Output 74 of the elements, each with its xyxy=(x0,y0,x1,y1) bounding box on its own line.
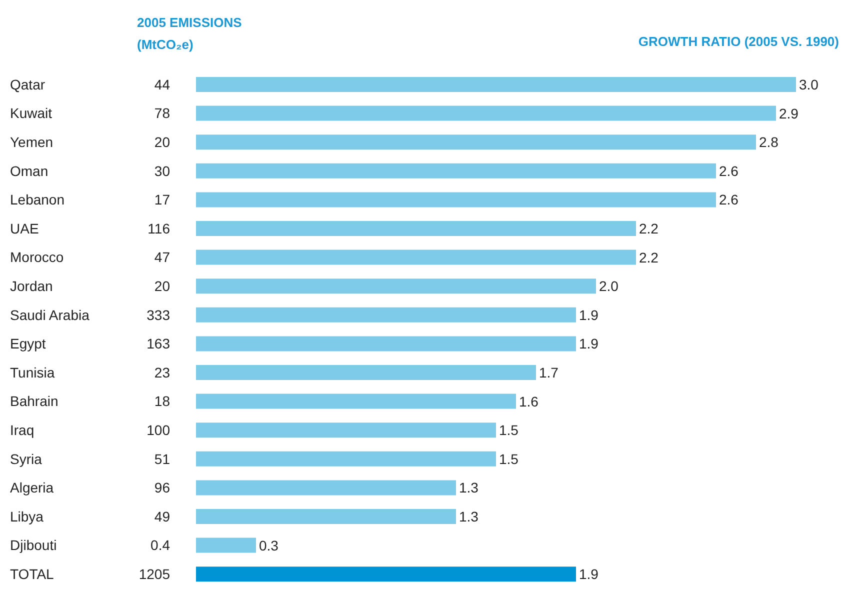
data-label: 47 xyxy=(154,249,170,266)
data-label: 100 xyxy=(146,422,170,438)
bar xyxy=(196,134,756,150)
bar xyxy=(196,106,776,121)
bar xyxy=(196,480,456,496)
data-label: 1.9 xyxy=(579,566,599,582)
y-tick-label: Kuwait xyxy=(10,105,52,122)
data-label: 0.4 xyxy=(150,537,170,554)
y-tick-label: TOTAL xyxy=(10,566,54,582)
data-label: 333 xyxy=(146,306,170,323)
data-label: 96 xyxy=(154,480,170,496)
bar xyxy=(196,307,576,322)
data-label: 1.3 xyxy=(459,508,479,524)
bar xyxy=(196,336,576,352)
y-tick-label: Oman xyxy=(10,162,48,179)
bar xyxy=(196,365,536,380)
y-tick-label: Libya xyxy=(10,508,44,524)
data-label: 2.6 xyxy=(719,192,739,208)
chart-title: GROWTH RATIO (2005 VS. 1990) xyxy=(638,34,839,49)
data-label: 1.7 xyxy=(539,364,559,380)
data-label: 20 xyxy=(154,134,170,150)
data-label: 2.2 xyxy=(639,249,659,266)
data-label: 20 xyxy=(154,278,170,294)
y-tick-label: Morocco xyxy=(10,249,64,266)
y-tick-label: Yemen xyxy=(10,134,54,150)
bar xyxy=(196,509,456,524)
y-tick-label: Lebanon xyxy=(10,192,65,208)
y-tick-label: Tunisia xyxy=(10,364,55,380)
data-label: 44 xyxy=(154,76,170,92)
bar xyxy=(196,77,796,92)
data-label: 1.6 xyxy=(519,393,539,410)
y-tick-label: Djibouti xyxy=(10,537,57,554)
data-label: 78 xyxy=(154,105,170,122)
data-label: 116 xyxy=(148,220,170,236)
data-label: 2.6 xyxy=(719,162,739,179)
data-label: 51 xyxy=(154,450,170,467)
y-tick-label: Egypt xyxy=(10,336,46,352)
data-label: 1205 xyxy=(138,566,170,582)
y-tick-label: Syria xyxy=(10,450,42,467)
bar xyxy=(196,451,496,466)
data-label: 2.9 xyxy=(779,105,799,122)
data-label: 2.0 xyxy=(599,278,619,294)
bar xyxy=(196,163,716,178)
y-tick-label: Jordan xyxy=(10,278,53,294)
data-label: 1.9 xyxy=(579,336,599,352)
y-tick-label: Saudi Arabia xyxy=(10,306,90,323)
data-label: 17 xyxy=(154,192,170,208)
data-label: 163 xyxy=(146,336,170,352)
data-label: 23 xyxy=(154,364,170,380)
y-tick-label: Iraq xyxy=(10,422,34,438)
data-label: 1.3 xyxy=(459,480,479,496)
data-label: 30 xyxy=(154,162,170,179)
bar xyxy=(196,566,576,582)
y-tick-label: UAE xyxy=(10,220,39,236)
data-label: 1.5 xyxy=(499,450,519,467)
data-label: 1.5 xyxy=(499,422,519,438)
y-tick-label: Bahrain xyxy=(10,393,58,410)
data-label: 1.9 xyxy=(579,306,599,323)
bar xyxy=(196,422,496,438)
bar xyxy=(196,192,716,208)
data-label: 2.8 xyxy=(759,134,779,150)
text: 2005 EMISSIONS (MtCO₂e) xyxy=(137,14,243,54)
data-label: 18 xyxy=(154,393,170,410)
bar xyxy=(196,221,636,236)
data-label: 3.0 xyxy=(799,76,819,92)
bar xyxy=(196,538,256,553)
data-label: 0.3 xyxy=(259,537,279,554)
data-label: 2.2 xyxy=(639,220,659,236)
data-label: 49 xyxy=(154,508,170,524)
y-tick-label: Algeria xyxy=(10,480,54,496)
bar xyxy=(196,250,636,265)
y-tick-label: Qatar xyxy=(10,76,46,92)
bar xyxy=(196,394,516,409)
bar xyxy=(196,278,596,294)
